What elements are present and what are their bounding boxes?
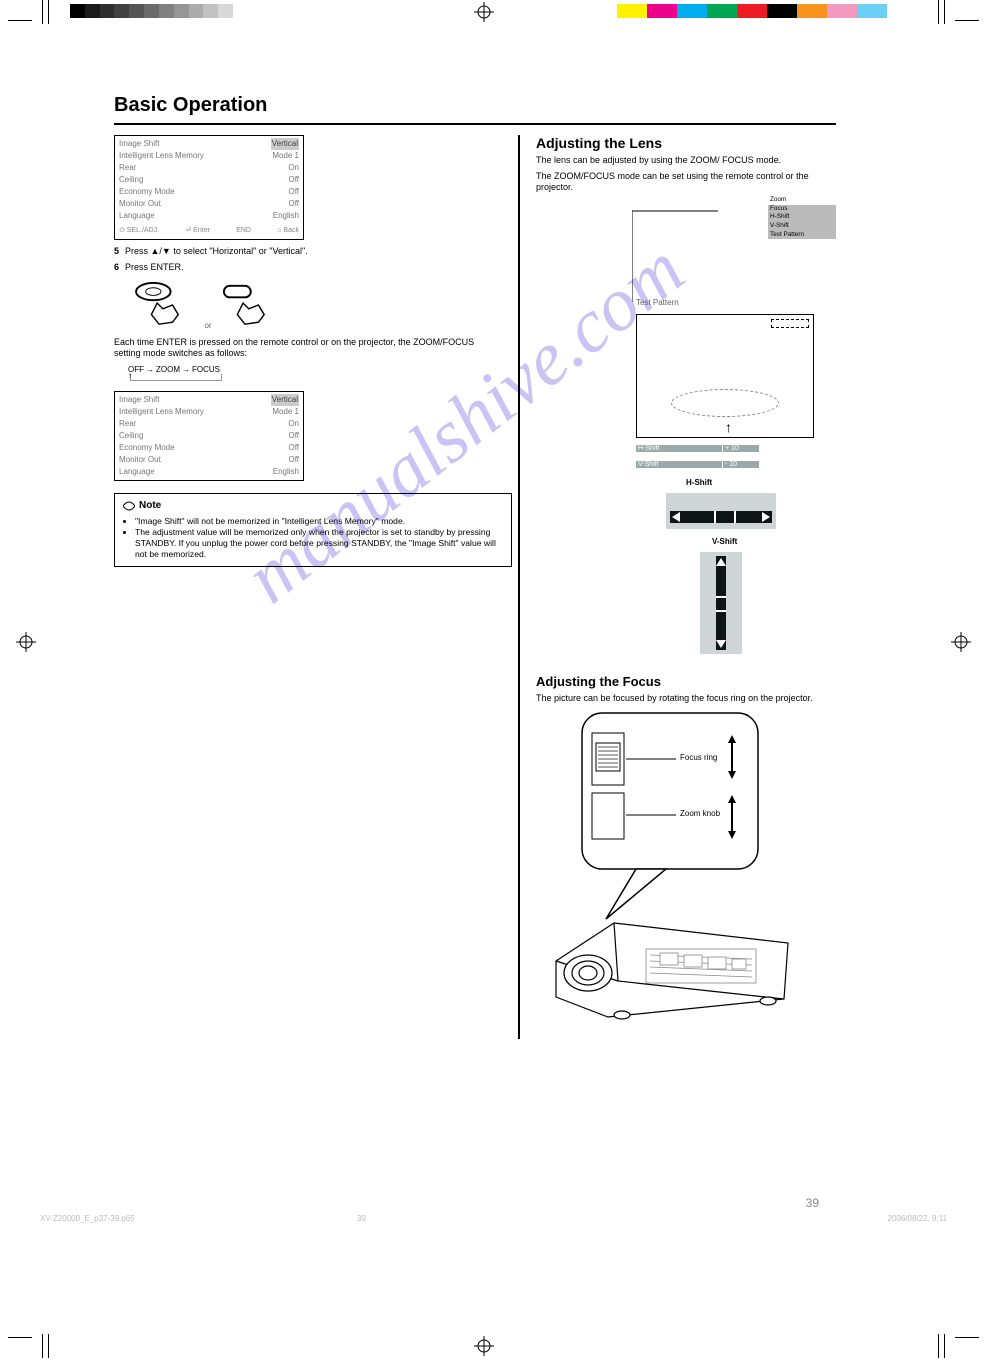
step-6: 6 Press ENTER. <box>114 262 500 272</box>
adjust-heading: Adjusting the Focus <box>536 674 836 689</box>
page-number: 39 <box>806 1196 819 1210</box>
reg-mark-bottom <box>474 1336 494 1356</box>
file-path: XV-Z20000_E_p37-39.p65 39 <box>40 1214 366 1223</box>
projector-illustration: Focus ring Zoom knob <box>536 709 806 1039</box>
or-label: or <box>204 321 211 330</box>
section-title: Basic Operation <box>114 94 836 117</box>
step-num: 5 <box>114 246 119 256</box>
note-title: Note <box>139 500 161 513</box>
file-date: 2006/08/22, 9:11 <box>888 1214 947 1223</box>
note-box: Note "Image Shift" will not be memorized… <box>114 493 512 568</box>
reg-mark-right <box>951 632 971 652</box>
focus-ring-label: Focus ring <box>680 753 717 762</box>
test-pattern-label: Test Pattern <box>636 298 679 307</box>
osd-menu-box-1: Image ShiftVerticalIntelligent Lens Memo… <box>114 135 304 240</box>
right-intro-2: The ZOOM/FOCUS mode can be set using the… <box>536 171 836 194</box>
right-intro-1: The lens can be adjusted by using the ZO… <box>536 155 836 167</box>
step-text: Press ▲/▼ to select "Horizontal" or "Ver… <box>125 246 308 256</box>
note-icon <box>123 501 135 511</box>
leader-line <box>632 206 782 306</box>
right-heading: Adjusting the Lens <box>536 135 836 151</box>
hshift-bar: H-Shift + 10 <box>636 442 814 454</box>
enter-button-projector-icon <box>216 282 274 333</box>
screen-box: ↑ <box>636 314 814 438</box>
dashed-indicator <box>771 319 809 328</box>
ellipse-indicator <box>671 389 779 417</box>
osd-menu-box-2: Image ShiftVerticalIntelligent Lens Memo… <box>114 391 304 481</box>
grayscale-swatch <box>70 4 248 18</box>
reg-mark-top <box>474 2 494 22</box>
cycle-diagram: OFF→ ZOOM→ FOCUS ↑ <box>128 364 500 381</box>
vshift-title: V-Shift <box>712 537 836 546</box>
enter-button-remote-icon <box>132 282 190 333</box>
color-swatch <box>617 4 917 18</box>
zoom-knob-label: Zoom knob <box>680 809 720 818</box>
vshift-widget <box>700 552 742 654</box>
step-num: 6 <box>114 262 119 272</box>
hshift-widget <box>666 493 776 529</box>
reg-mark-left <box>16 632 36 652</box>
cycle-intro: Each time ENTER is pressed on the remote… <box>114 337 500 360</box>
vshift-bar: V-Shift - 10 <box>636 458 814 470</box>
hshift-title: H-Shift <box>686 478 836 487</box>
step-text: Press ENTER. <box>125 262 184 272</box>
up-arrow-icon: ↑ <box>725 419 732 435</box>
adjust-text: The picture can be focused by rotating t… <box>536 693 836 705</box>
title-rule <box>114 123 836 125</box>
step-5a: 5 Press ▲/▼ to select "Horizontal" or "V… <box>114 246 500 256</box>
